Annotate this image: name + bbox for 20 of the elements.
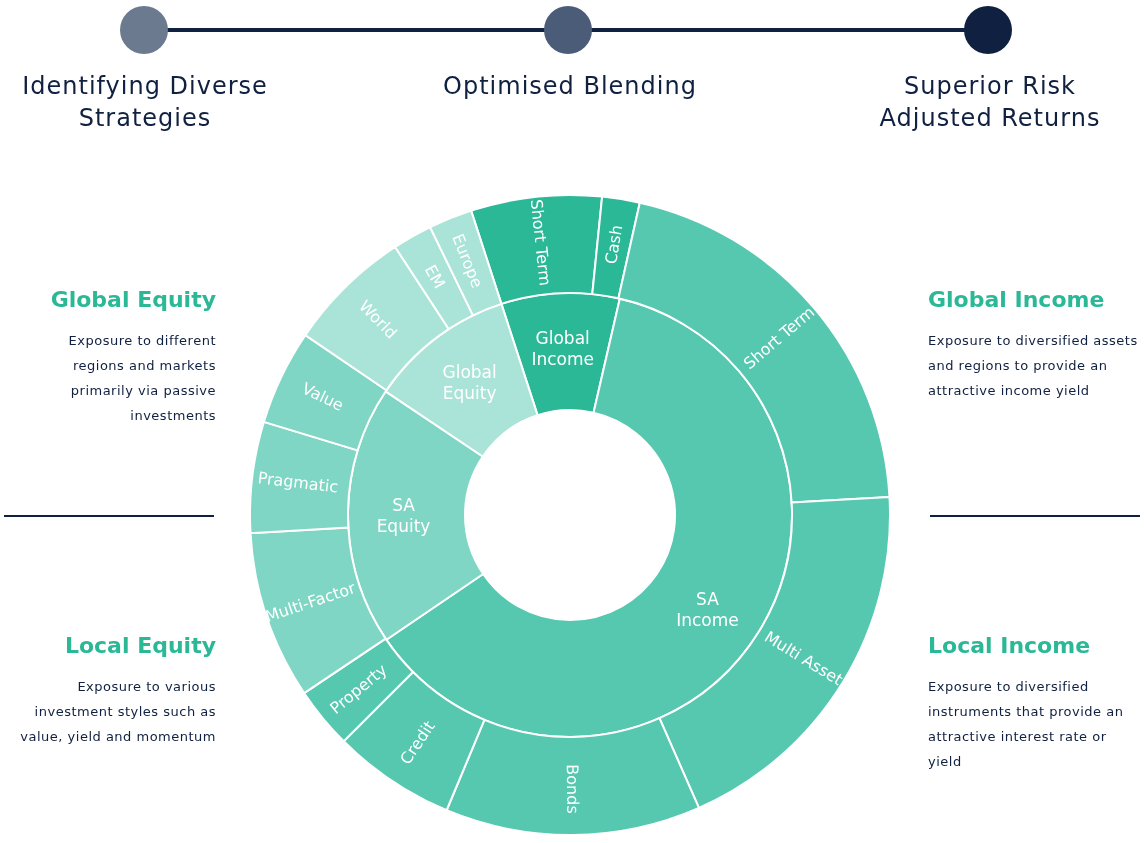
slice-label: SA Equity — [376, 495, 431, 537]
slice-label: SA Income — [676, 588, 739, 630]
text: Exposure to various investment styles such as value, yield and momentum — [19, 678, 216, 746]
text: Optimised Blending — [442, 71, 698, 102]
slice-label: EM — [420, 261, 450, 292]
slice-label: Global Equity — [442, 361, 497, 403]
slice-label: Bonds — [562, 764, 583, 814]
text: Local Income — [928, 632, 1092, 660]
text: Identifying Diverse Strategies — [21, 71, 269, 134]
text: Local Equity — [63, 632, 216, 660]
slice-label: Cash — [601, 223, 627, 266]
slice-label: Pragmatic — [256, 468, 340, 497]
text: Global Equity — [49, 286, 216, 314]
slice-label: Global Income — [531, 328, 594, 370]
slice-label: Short Term — [526, 198, 555, 287]
text: Global Income — [928, 286, 1106, 314]
text: Exposure to different regions and markets primarily via passive investments — [67, 332, 216, 425]
text: Exposure to diversified instruments that provide an attractive interest rate or yield — [928, 678, 1125, 771]
text: Superior Risk Adjusted Returns — [878, 71, 1102, 134]
text: Exposure to diversified assets and regions to provide an attractive income yield — [928, 332, 1139, 400]
